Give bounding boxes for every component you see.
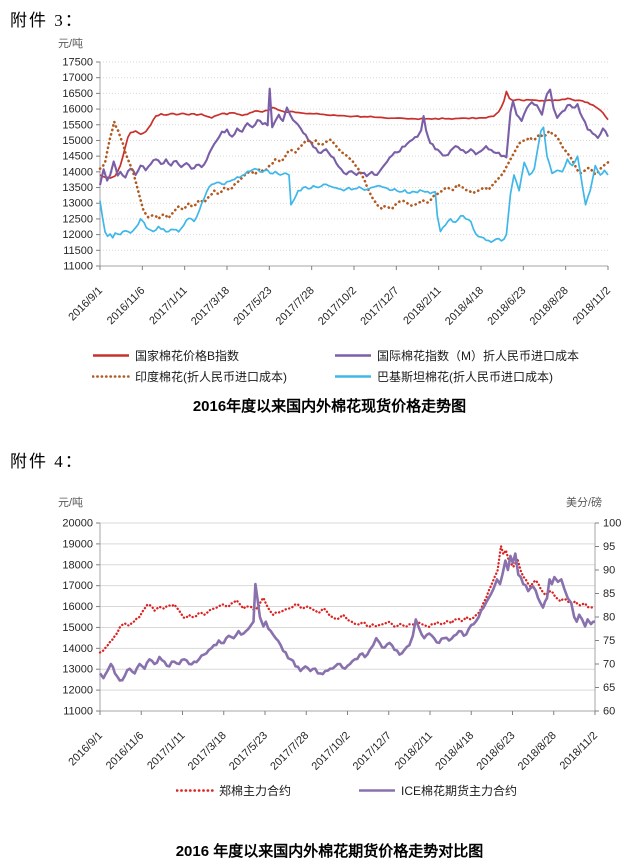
x-axis-date-label: 2018/8/28 <box>516 730 559 773</box>
legend-line-swatch-icon <box>359 788 395 792</box>
y-axis-tick-label: 15000 <box>62 135 93 147</box>
x-axis-date-label: 2018/11/2 <box>558 730 601 773</box>
y2-axis-tick-label: 100 <box>603 518 621 530</box>
y-axis-tick-label: 19000 <box>62 538 93 550</box>
legend-item-ccindex-b: 国家棉花价格B指数 <box>92 348 240 363</box>
legend-label: 国际棉花指数（M）折人民币进口成本 <box>377 348 579 363</box>
y-axis-tick-label: 13000 <box>62 198 93 210</box>
x-axis-date-label: 2018/2/11 <box>401 285 444 328</box>
x-axis-date-label: 2016/9/1 <box>66 730 105 769</box>
y2-axis-tick-label: 65 <box>603 682 615 694</box>
x-axis-date-label: 2017/1/11 <box>145 730 188 773</box>
x-axis-date-label: 2017/3/18 <box>189 285 232 328</box>
y-axis-tick-label: 20000 <box>62 518 93 530</box>
x-axis-date-label: 2017/5/23 <box>231 285 274 328</box>
series-line-3 <box>99 126 609 243</box>
y-axis-tick-label: 12500 <box>62 213 93 225</box>
x-axis-date-label: 2017/12/7 <box>358 285 401 328</box>
y-axis-tick-label: 17500 <box>62 57 93 69</box>
y-axis-tick-label: 11000 <box>63 706 93 718</box>
legend-item-cotlook-m: 国际棉花指数（M）折人民币进口成本 <box>334 348 579 363</box>
y-axis-tick-label: 17000 <box>62 72 93 84</box>
chart2-title: 2016 年度以来国内外棉花期货价格走势对比图 <box>175 843 484 860</box>
legend-dotted-swatch-icon <box>176 788 214 792</box>
series-line-0 <box>99 90 609 179</box>
y2-axis-tick-label: 85 <box>603 588 615 600</box>
y-axis-tick-label: 14000 <box>62 166 93 178</box>
y-axis-tick-label: 13500 <box>62 182 93 194</box>
x-axis-date-label: 2018/11/2 <box>571 285 614 328</box>
y-axis-tick-label: 16500 <box>62 88 93 100</box>
y-axis-tick-label: 15000 <box>62 622 93 634</box>
y-axis-tick-label: 15500 <box>62 119 93 131</box>
chart2-y2-unit-label: 美分/磅 <box>566 497 603 509</box>
legend-line-swatch-icon <box>335 353 371 357</box>
legend-label: 印度棉花(折人民币进口成本) <box>135 369 287 384</box>
y-axis-tick-label: 16000 <box>62 601 93 613</box>
x-axis-date-label: 2017/10/2 <box>310 730 353 773</box>
y-axis-tick-label: 11500 <box>63 245 93 257</box>
y2-axis-tick-label: 60 <box>603 706 615 718</box>
series-line-0 <box>98 544 597 654</box>
y2-axis-tick-label: 75 <box>603 635 615 647</box>
x-axis-date-label: 2017/3/18 <box>186 730 229 773</box>
x-axis-date-label: 2018/2/11 <box>393 730 436 773</box>
x-axis-date-label: 2017/10/2 <box>316 285 359 328</box>
series-line-1 <box>98 87 609 186</box>
legend-item-pakistan-cotton: 巴基斯坦棉花(折人民币进口成本) <box>334 369 553 384</box>
x-axis-date-label: 2016/11/6 <box>105 285 148 328</box>
x-axis-date-label: 2017/5/23 <box>227 730 270 773</box>
y-axis-tick-label: 13000 <box>62 664 93 676</box>
x-axis-date-label: 2016/11/6 <box>104 730 147 773</box>
legend-line-swatch-icon <box>335 374 371 378</box>
legend-item-ice-cotton: ICE棉花期货主力合约 <box>358 783 518 798</box>
legend-label: ICE棉花期货主力合约 <box>401 783 518 798</box>
y-axis-tick-label: 18000 <box>62 559 93 571</box>
y-axis-tick-label: 17000 <box>62 580 93 592</box>
attachment-4-label: 附件 4： <box>10 452 84 471</box>
futures-price-chart-canvas: 20000 19000 18000 17000 16000 15000 14000 13000… <box>62 518 621 773</box>
series-line-1 <box>98 552 596 682</box>
y-axis-tick-label: 16000 <box>62 104 93 116</box>
legend-label: 巴基斯坦棉花(折人民币进口成本) <box>377 369 553 384</box>
x-axis-date-label: 2017/7/28 <box>268 730 311 773</box>
x-axis-date-label: 2018/6/23 <box>475 730 518 773</box>
y-axis-tick-label: 12000 <box>62 685 93 697</box>
y-axis-tick-label: 11000 <box>63 261 93 273</box>
x-axis-date-label: 2018/4/18 <box>433 730 476 773</box>
legend-label: 郑棉主力合约 <box>219 783 292 798</box>
x-axis-date-label: 2017/7/28 <box>274 285 317 328</box>
chart1-y-unit-label: 元/吨 <box>58 38 84 50</box>
x-axis-date-label: 2017/12/7 <box>351 730 394 773</box>
series-line-2 <box>98 120 610 221</box>
x-axis-date-label: 2018/6/23 <box>485 285 528 328</box>
y-axis-tick-label: 14500 <box>62 151 93 163</box>
chart1-title: 2016年度以来国内外棉花现货价格走势图 <box>192 398 467 415</box>
x-axis-date-label: 2016/9/1 <box>66 285 105 324</box>
y2-axis-tick-label: 80 <box>603 612 615 624</box>
legend-item-india-cotton: 印度棉花(折人民币进口成本) <box>92 369 287 384</box>
y2-axis-tick-label: 90 <box>603 565 615 577</box>
chart2-y-unit-label: 元/吨 <box>58 497 84 509</box>
legend-dotted-swatch-icon <box>92 374 130 378</box>
legend-item-zce-cotton: 郑棉主力合约 <box>176 783 292 798</box>
attachment-3-label: 附件 3： <box>10 11 84 30</box>
x-axis-date-label: 2018/4/18 <box>443 285 486 328</box>
spot-price-chart-canvas: 17500 17000 16500 16000 15500 15000 14500 14000… <box>62 57 614 328</box>
y-axis-tick-label: 12000 <box>62 229 93 241</box>
y-axis-tick-label: 14000 <box>62 643 93 655</box>
y2-axis-tick-label: 95 <box>603 541 615 553</box>
legend-label: 国家棉花价格B指数 <box>135 348 240 363</box>
x-axis-date-label: 2017/1/11 <box>147 285 190 328</box>
y2-axis-tick-label: 70 <box>603 659 615 671</box>
x-axis-date-label: 2018/8/28 <box>528 285 571 328</box>
legend-line-swatch-icon <box>93 353 129 357</box>
